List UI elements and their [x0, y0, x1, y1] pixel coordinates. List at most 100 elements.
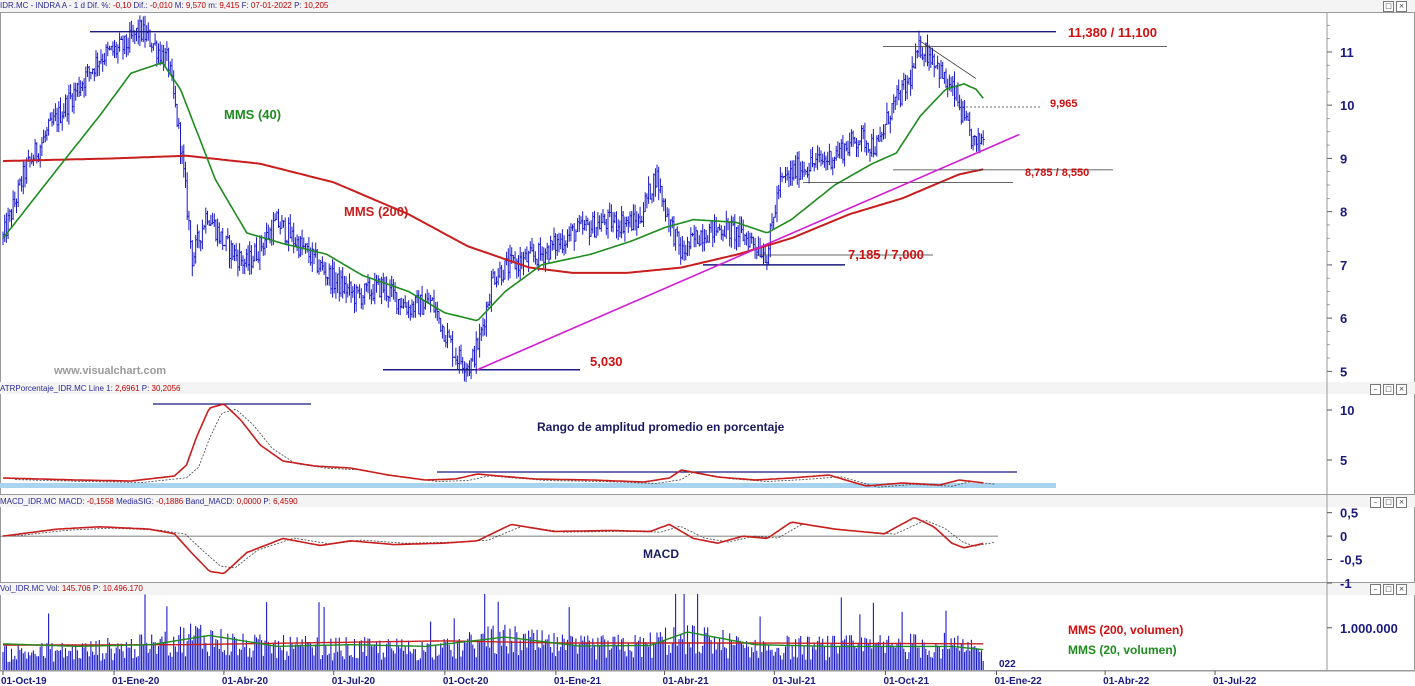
- vol-mms200-label: MMS (200, volumen): [1068, 623, 1183, 637]
- y-tick-label: 8: [1340, 205, 1347, 220]
- macd-line: [2, 517, 984, 575]
- panel-header-bg-3: [0, 583, 1415, 595]
- x-tick-label: 01-Ene-20: [112, 676, 160, 686]
- price-bar: [690, 227, 693, 250]
- mms40-label: MMS (40): [224, 107, 281, 122]
- x-tick-label: 01-Abr-21: [663, 676, 710, 686]
- y-tick-label: 6: [1340, 311, 1347, 326]
- price-panel-close-button[interactable]: ×: [1396, 1, 1407, 12]
- panel-border-1: [0, 382, 1415, 495]
- macd-panel: [0, 517, 998, 575]
- macd-panel-minimize-button[interactable]: –: [1370, 497, 1381, 508]
- price-panel: [2, 15, 1167, 382]
- volume-panel-minimize-button[interactable]: –: [1370, 584, 1381, 595]
- date-value: 07-01-2022: [250, 1, 292, 10]
- atr-name: ATRPorcentaje_IDR.MC: [0, 384, 87, 393]
- macd-panel-maximize-button[interactable]: □: [1383, 497, 1394, 508]
- vol-price-label: P:: [92, 584, 101, 593]
- vol-label: Vol:: [46, 584, 60, 593]
- atr-signal-line: [15, 409, 996, 488]
- macd-price-label: P:: [263, 497, 271, 506]
- mms200-line: [2, 154, 984, 274]
- min-label: m:: [208, 1, 218, 10]
- x-tick-label: 01-Ene-22: [995, 676, 1043, 686]
- level-label-11380: 11,380 / 11,100: [1068, 25, 1157, 40]
- date-label: F:: [241, 1, 249, 10]
- atr-panel-maximize-button[interactable]: □: [1383, 384, 1394, 395]
- x-tick-label: 01-Oct-19: [1, 676, 47, 686]
- level-label-8785: 8,785 / 8,550: [1025, 167, 1089, 179]
- atr-panel: [0, 403, 1056, 488]
- volume-panel-close-button[interactable]: ×: [1396, 584, 1407, 595]
- atr-line-label: Line 1:: [88, 384, 113, 393]
- volume-bars: [2, 594, 984, 670]
- y-tick-label: 7: [1340, 258, 1347, 273]
- mms40-line: [2, 61, 984, 322]
- macd-panel-close-button[interactable]: ×: [1396, 497, 1407, 508]
- watermark: www.visualchart.com: [53, 365, 166, 377]
- volume-panel: [2, 594, 984, 670]
- macd-signal-label: MediaSIG:: [116, 497, 154, 506]
- price-bar: [933, 53, 936, 78]
- panel-border-0: [0, 12, 1415, 383]
- x-tick-label: 01-Oct-21: [883, 676, 929, 686]
- atr-panel-close-button[interactable]: ×: [1396, 384, 1407, 395]
- vol-value: 145.706: [61, 584, 91, 593]
- x-cut-label: 022: [999, 659, 1016, 670]
- level-label-7185: 7,185 / 7,000: [848, 247, 924, 262]
- level-label-9965: 9,965: [1050, 98, 1078, 110]
- y-axis-ticks: 5 6 7 8 9 10 11 10 5 0,5 0 -0,5 -1 1.000.000: [1327, 24, 1398, 636]
- macd-band-label: Band_MACD:: [185, 497, 235, 506]
- atr-title: Rango de amplitud promedio en porcentaje: [537, 420, 785, 434]
- y-tick-label: 0: [1340, 529, 1347, 544]
- x-tick-label: 01-Abr-20: [222, 676, 269, 686]
- diff-label: Dif.:: [133, 1, 148, 10]
- macd-price-value: 6,4590: [273, 497, 298, 506]
- atr-panel-minimize-button[interactable]: –: [1370, 384, 1381, 395]
- y-tick-label: 5: [1340, 453, 1347, 468]
- y-tick-label: 9: [1340, 151, 1347, 166]
- mms200-label: MMS (200): [344, 204, 408, 219]
- price-bar: [779, 167, 782, 198]
- y-tick-label: 1.000.000: [1340, 621, 1398, 636]
- macd-name: MACD_IDR.MC: [0, 497, 57, 506]
- price-label: P:: [294, 1, 302, 10]
- y-tick-label: 0,5: [1340, 506, 1358, 521]
- volume-panel-maximize-button[interactable]: □: [1383, 584, 1394, 595]
- x-tick-label: 01-Jul-22: [1213, 676, 1257, 686]
- symbol-name: IDR.MC - INDRA A - 1 d: [0, 1, 85, 10]
- max-label: M:: [174, 1, 184, 10]
- vol-name: Vol_IDR.MC: [0, 584, 45, 593]
- y-tick-label: 5: [1340, 364, 1347, 379]
- macd-band-value: 0,0000: [236, 497, 262, 506]
- y-tick-label: 10: [1340, 403, 1354, 418]
- atr-line-value: 2,6961: [115, 384, 140, 393]
- price-bar: [48, 118, 51, 136]
- price-bar: [528, 250, 531, 272]
- y-tick-label: 11: [1340, 45, 1354, 60]
- price-bar: [201, 219, 204, 250]
- x-tick-label: 01-Jul-21: [772, 676, 816, 686]
- vol-mms20-label: MMS (20, volumen): [1068, 643, 1177, 657]
- min-value: 9,415: [219, 1, 240, 10]
- x-tick-label: 01-Abr-22: [1103, 676, 1150, 686]
- diff-value: -0,010: [149, 1, 173, 10]
- y-tick-label: -0,5: [1340, 553, 1362, 568]
- panel-frames: [0, 0, 1415, 672]
- max-value: 9,570: [185, 1, 206, 10]
- panel-header-bg-1: [0, 382, 1415, 394]
- price-bar: [222, 227, 225, 250]
- vol-mms20-line: [2, 631, 984, 651]
- price-panel-maximize-button[interactable]: □: [1383, 1, 1394, 12]
- macd-label: MACD:: [58, 497, 85, 506]
- macd-panel-header: MACD_IDR.MC MACD: -0,1558 MediaSIG: -0,1…: [0, 496, 298, 508]
- price-bar: [119, 32, 122, 52]
- price-bar: [452, 331, 455, 367]
- atr-price-label: P:: [141, 384, 150, 393]
- vol-price-value: 10.496.170: [102, 584, 143, 593]
- macd-signal-value: -0,1886: [156, 497, 184, 506]
- price-bars: [2, 15, 985, 382]
- price-bar: [911, 56, 914, 90]
- atr-line: [2, 403, 984, 487]
